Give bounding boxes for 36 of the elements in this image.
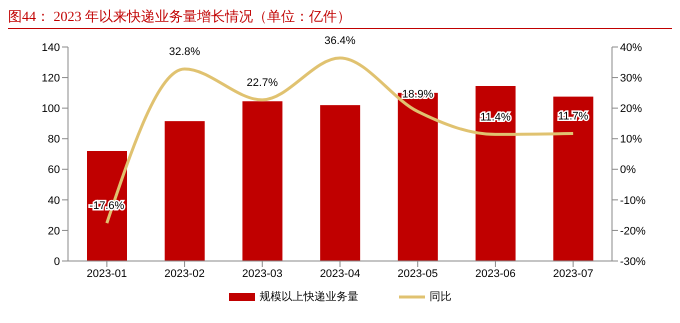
y-tick-label: 60 — [48, 164, 60, 176]
data-label: 11.7% — [558, 110, 589, 123]
y2-tick-label: -20% — [620, 225, 646, 238]
x-tick-label: 2023-06 — [475, 268, 516, 280]
x-tick-label: 2023-05 — [398, 268, 438, 280]
y2-tick-label: 0% — [620, 164, 636, 176]
y-tick-label: 140 — [42, 42, 60, 54]
x-tick-label: 2023-03 — [242, 268, 282, 280]
y-tick-label: 120 — [42, 72, 60, 84]
bar — [164, 121, 205, 261]
y-tick-label: 20 — [48, 225, 60, 238]
y-tick-label: 0 — [54, 256, 60, 268]
bar — [553, 96, 594, 261]
data-label: 32.8% — [168, 46, 200, 58]
y2-tick-label: 10% — [620, 134, 642, 146]
data-label: 22.7% — [246, 76, 278, 89]
legend-label: 同比 — [430, 290, 452, 304]
y-tick-label: 80 — [48, 134, 60, 146]
x-tick-label: 2023-01 — [86, 268, 128, 280]
bar — [320, 105, 360, 261]
chart-title: 图44： 2023 年以来快递业务量增长情况（单位：亿件） — [8, 8, 672, 29]
y2-tick-label: -10% — [620, 194, 646, 207]
x-tick-label: 2023-02 — [164, 268, 205, 280]
data-label: 11.4% — [480, 111, 511, 124]
y2-tick-label: -30% — [620, 256, 646, 268]
legend-label: 规模以上快递业务量 — [260, 290, 358, 304]
y2-tick-label: 30% — [620, 72, 642, 84]
y-tick-label: 40 — [48, 194, 60, 207]
bar — [242, 101, 282, 261]
x-tick-label: 2023-04 — [320, 268, 360, 280]
x-tick-label: 2023-07 — [552, 268, 594, 280]
y2-tick-label: 40% — [620, 42, 642, 54]
y-tick-label: 100 — [42, 103, 60, 116]
data-label: 36.4% — [324, 35, 356, 48]
y2-tick-label: 20% — [620, 103, 642, 116]
bar — [476, 86, 516, 261]
